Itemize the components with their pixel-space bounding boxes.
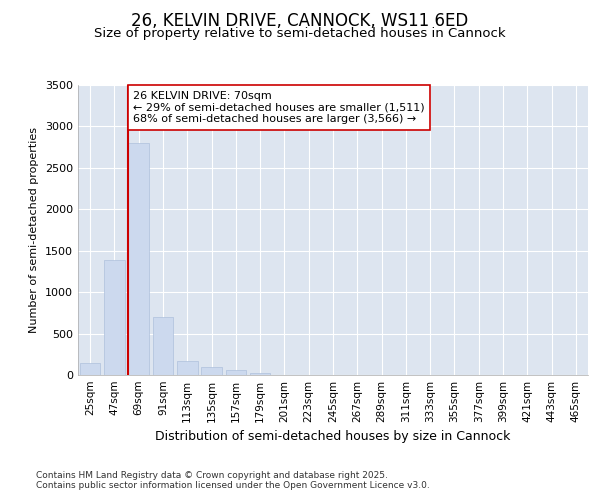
Text: Size of property relative to semi-detached houses in Cannock: Size of property relative to semi-detach… xyxy=(94,28,506,40)
Text: 26, KELVIN DRIVE, CANNOCK, WS11 6ED: 26, KELVIN DRIVE, CANNOCK, WS11 6ED xyxy=(131,12,469,30)
Bar xyxy=(250,372,271,375)
Bar xyxy=(201,366,222,375)
Y-axis label: Number of semi-detached properties: Number of semi-detached properties xyxy=(29,127,40,333)
Bar xyxy=(226,370,246,375)
Bar xyxy=(80,362,100,375)
Bar xyxy=(177,360,197,375)
Bar xyxy=(104,260,125,375)
Bar xyxy=(128,143,149,375)
Text: Contains HM Land Registry data © Crown copyright and database right 2025.
Contai: Contains HM Land Registry data © Crown c… xyxy=(36,470,430,490)
Text: 26 KELVIN DRIVE: 70sqm
← 29% of semi-detached houses are smaller (1,511)
68% of : 26 KELVIN DRIVE: 70sqm ← 29% of semi-det… xyxy=(133,91,425,124)
Bar xyxy=(152,317,173,375)
X-axis label: Distribution of semi-detached houses by size in Cannock: Distribution of semi-detached houses by … xyxy=(155,430,511,444)
